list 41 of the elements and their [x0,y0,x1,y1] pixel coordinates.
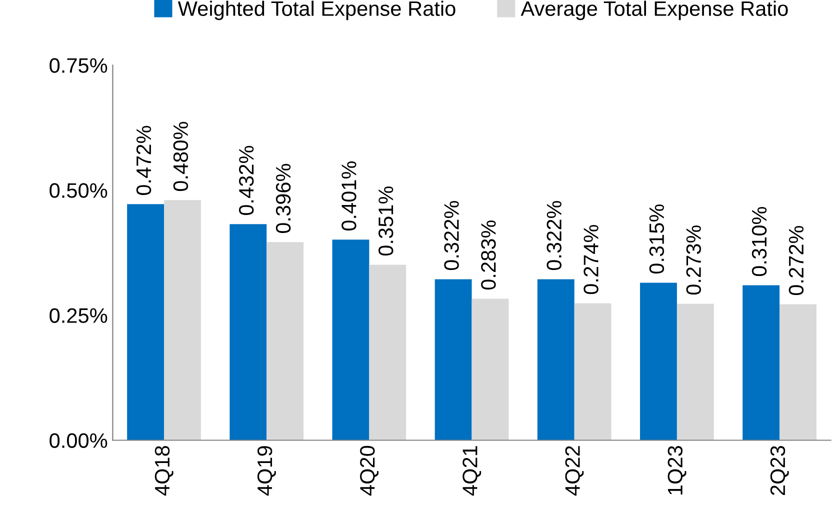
bar [434,279,472,440]
x-tick-label: 1Q23 [668,446,686,494]
bar [164,200,201,440]
legend-label: Weighted Total Expense Ratio [178,0,456,20]
data-label: 0.273% [686,225,702,295]
bar [472,298,509,440]
x-tick-label: 4Q20 [360,446,379,496]
data-label: 0.480% [173,122,188,192]
bar [574,303,612,440]
bar [266,242,304,440]
data-label: 0.351% [378,186,394,256]
bar [676,304,714,440]
data-label: 0.272% [788,226,804,296]
data-label: 0.322% [444,200,459,270]
y-tick-label: 0.75% [50,58,108,73]
x-tick-label: 4Q18 [154,446,174,496]
bar [332,240,370,440]
data-label: 0.283% [481,220,496,290]
data-label: 0.432% [238,146,254,216]
data-label: 0.322% [546,200,562,270]
data-label: 0.396% [276,164,291,234]
bar [640,282,677,440]
data-label: 0.315% [649,204,664,274]
x-tick-label: 4Q21 [462,446,482,496]
x-tick-label: 4Q22 [565,446,584,496]
bar [369,264,406,440]
y-tick-label: 0.50% [50,183,108,198]
bar [742,285,780,440]
data-label: 0.472% [136,126,152,196]
bar [537,279,574,440]
data-label: 0.310% [752,206,767,276]
data-label: 0.274% [584,224,598,294]
y-tick-label: 0.00% [50,433,108,448]
legend-label: Average Total Expense Ratio [520,0,788,20]
data-label: 0.401% [342,161,356,231]
bar [230,224,267,440]
bar [127,204,164,440]
y-tick-label: 0.25% [50,308,108,323]
bar [780,304,816,440]
x-tick-label: 2Q23 [770,446,789,496]
x-tick-label: 4Q19 [257,446,276,496]
